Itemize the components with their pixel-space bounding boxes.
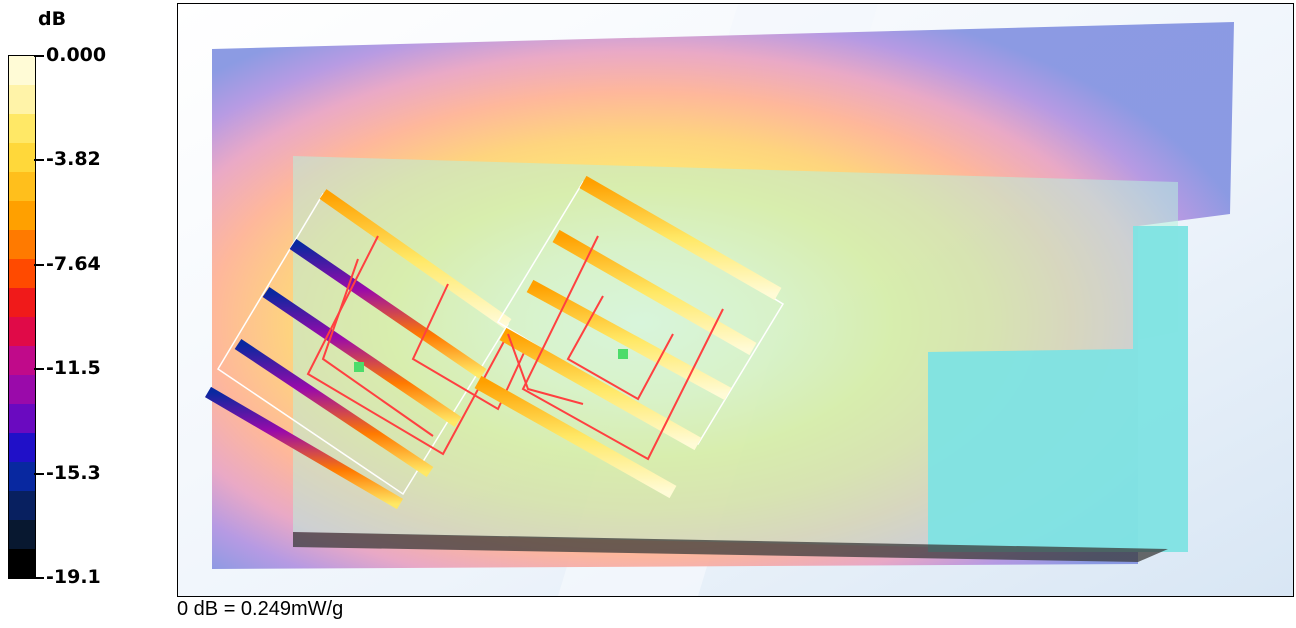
colorbar-band <box>9 259 35 288</box>
colorbar-band <box>9 491 35 520</box>
tick-label-0: 0.000 <box>46 44 107 66</box>
colorbar <box>8 55 36 579</box>
left-device <box>204 189 529 510</box>
tick-label-2: -7.64 <box>46 253 101 275</box>
colorbar-band <box>9 85 35 114</box>
colorbar-band <box>9 201 35 230</box>
bottom-shadow <box>293 532 1168 562</box>
colorbar-band <box>9 433 35 462</box>
color-legend: dB 0.000 -3.82 -7.64 -11.5 -15.3 -19.1 <box>0 0 170 600</box>
tick-mark-4 <box>34 473 44 475</box>
tick-mark-0 <box>34 55 44 57</box>
cyan-block <box>928 226 1188 552</box>
colorbar-band <box>9 172 35 201</box>
colorbar-band <box>9 230 35 259</box>
colorbar-band <box>9 288 35 317</box>
tick-mark-5 <box>34 577 44 579</box>
tick-label-4: -15.3 <box>46 462 101 484</box>
colorbar-band <box>9 114 35 143</box>
sar-3d-viewport[interactable] <box>177 3 1294 597</box>
colorbar-band <box>9 143 35 172</box>
tick-label-1: -3.82 <box>46 148 101 170</box>
colorbar-band <box>9 520 35 549</box>
colorbar-band <box>9 462 35 491</box>
colorbar-band <box>9 404 35 433</box>
colorbar-band <box>9 346 35 375</box>
tick-mark-1 <box>34 159 44 161</box>
sar-rendering <box>178 4 1293 596</box>
tick-mark-2 <box>34 264 44 266</box>
colorbar-band <box>9 317 35 346</box>
right-device <box>474 175 785 499</box>
legend-unit-label: dB <box>38 8 67 30</box>
colorbar-band <box>9 56 35 85</box>
colorbar-band <box>9 549 35 578</box>
tick-mark-3 <box>34 368 44 370</box>
reference-caption: 0 dB = 0.249mW/g <box>177 598 344 620</box>
tick-label-3: -11.5 <box>46 357 101 379</box>
colorbar-band <box>9 375 35 404</box>
tick-label-5: -19.1 <box>46 566 101 588</box>
